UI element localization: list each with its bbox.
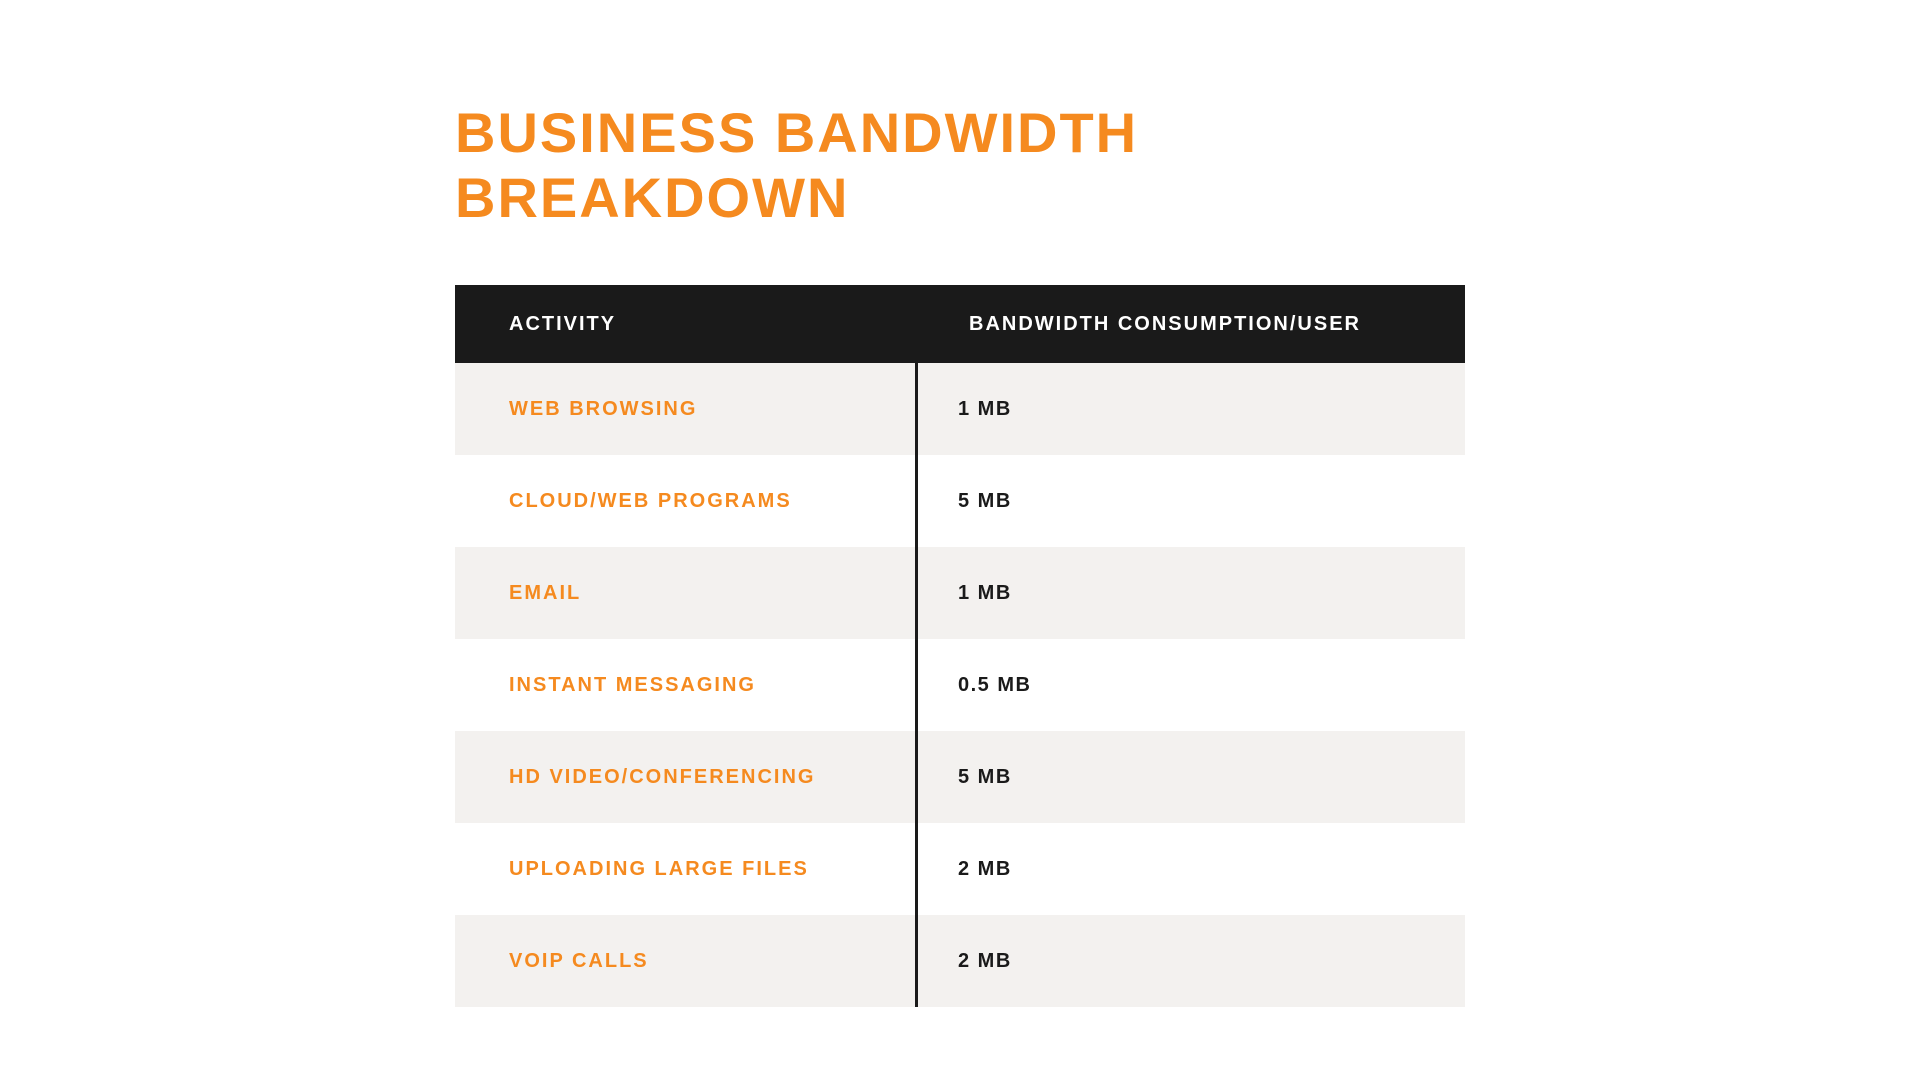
main-container: BUSINESS BANDWIDTH BREAKDOWN ACTIVITY BA… [455,100,1465,1007]
table-row: INSTANT MESSAGING 0.5 MB [455,639,1465,731]
bandwidth-cell: 0.5 MB [915,639,1465,731]
bandwidth-cell: 1 MB [915,363,1465,455]
page-title: BUSINESS BANDWIDTH BREAKDOWN [455,100,1465,230]
activity-cell: VOIP CALLS [455,950,915,973]
table-row: WEB BROWSING 1 MB [455,363,1465,455]
activity-cell: INSTANT MESSAGING [455,674,915,697]
bandwidth-cell: 5 MB [915,455,1465,547]
table-row: VOIP CALLS 2 MB [455,915,1465,1007]
bandwidth-table: ACTIVITY BANDWIDTH CONSUMPTION/USER WEB … [455,285,1465,1007]
bandwidth-cell: 2 MB [915,823,1465,915]
table-row: HD VIDEO/CONFERENCING 5 MB [455,731,1465,823]
header-activity: ACTIVITY [455,313,915,336]
table-row: CLOUD/WEB PROGRAMS 5 MB [455,455,1465,547]
activity-cell: WEB BROWSING [455,398,915,421]
activity-cell: UPLOADING LARGE FILES [455,858,915,881]
header-bandwidth: BANDWIDTH CONSUMPTION/USER [915,313,1465,336]
bandwidth-cell: 1 MB [915,547,1465,639]
bandwidth-cell: 5 MB [915,731,1465,823]
bandwidth-cell: 2 MB [915,915,1465,1007]
activity-cell: EMAIL [455,582,915,605]
table-row: EMAIL 1 MB [455,547,1465,639]
table-header-row: ACTIVITY BANDWIDTH CONSUMPTION/USER [455,285,1465,363]
activity-cell: CLOUD/WEB PROGRAMS [455,490,915,513]
activity-cell: HD VIDEO/CONFERENCING [455,766,915,789]
table-row: UPLOADING LARGE FILES 2 MB [455,823,1465,915]
